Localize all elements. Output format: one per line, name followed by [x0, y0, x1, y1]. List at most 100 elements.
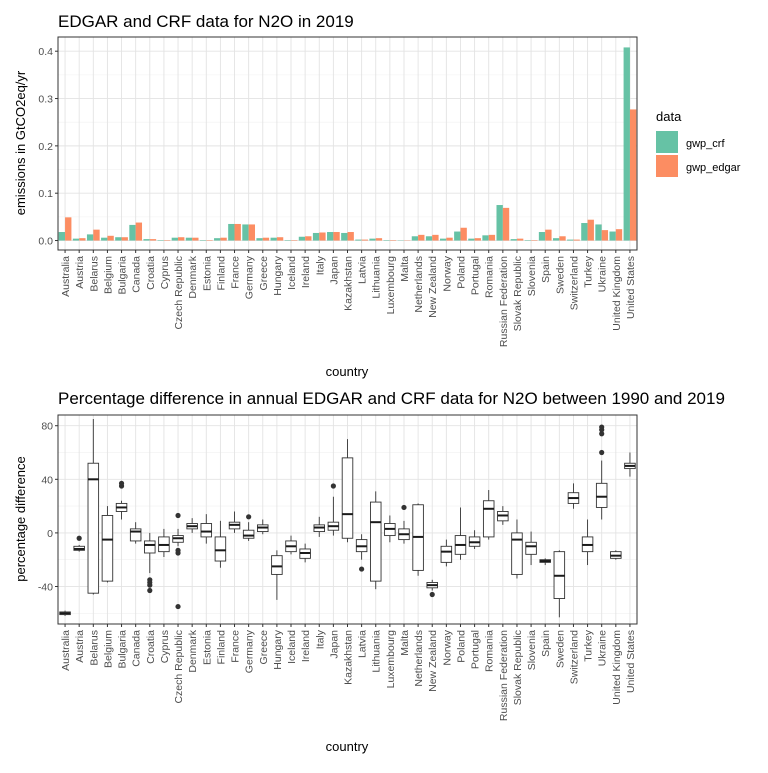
- bar-gwp-crf-switzerland: [567, 240, 573, 241]
- box-iqr: [144, 541, 155, 553]
- bar-gwp-edgar-netherlands: [418, 235, 424, 241]
- bar-gwp-crf-australia: [59, 232, 65, 241]
- boxplot-x-tick-label-luxembourg: Luxembourg: [385, 630, 397, 689]
- bar-gwp-edgar-united-kingdom: [616, 229, 622, 240]
- bar-gwp-crf-poland: [454, 232, 460, 241]
- bar-gwp-edgar-kazakhstan: [348, 232, 354, 241]
- box-iqr: [88, 463, 99, 593]
- boxplot-x-tick-label-portugal: Portugal: [470, 630, 482, 669]
- bar-gwp-crf-canada: [129, 225, 135, 241]
- bar-x-tick-label-turkey: Turkey: [583, 255, 595, 287]
- bar-gwp-edgar-united-states: [630, 109, 636, 240]
- bar-gwp-edgar-denmark: [192, 238, 198, 241]
- bar-x-tick-label-lithuania: Lithuania: [371, 256, 383, 299]
- boxplot-x-axis-title: country: [326, 739, 369, 754]
- bar-x-tick-label-czech-republic: Czech Republic: [173, 256, 185, 330]
- bar-x-tick-label-croatia: Croatia: [145, 256, 157, 290]
- bar-gwp-edgar-switzerland: [573, 240, 579, 241]
- boxplot-chart: Percentage difference in annual EDGAR an…: [13, 389, 725, 754]
- legend-label-gwp-crf: gwp_crf: [686, 138, 725, 150]
- boxplot-x-tick-label-cyprus: Cyprus: [159, 630, 171, 663]
- bar-x-tick-label-italy: Italy: [314, 255, 326, 275]
- bar-chart-title: EDGAR and CRF data for N2O in 2019: [58, 12, 354, 31]
- bar-gwp-crf-kazakhstan: [341, 233, 347, 241]
- bar-gwp-edgar-poland: [460, 228, 466, 241]
- boxplot-x-tick-label-italy: Italy: [314, 629, 326, 649]
- bar-x-tick-label-norway: Norway: [441, 255, 453, 291]
- bar-gwp-edgar-belgium: [107, 236, 113, 241]
- boxplot-x-tick-label-france: France: [230, 630, 242, 663]
- box-outlier-point: [175, 513, 180, 518]
- boxplot-x-tick-label-iceland: Iceland: [286, 630, 298, 664]
- bar-chart: EDGAR and CRF data for N2O in 2019 0.0 0.…: [13, 12, 741, 379]
- bar-gwp-edgar-japan: [333, 232, 339, 241]
- boxplot-y-axis-title: percentage difference: [13, 456, 28, 582]
- box-netherlands: [413, 503, 424, 575]
- box-united-kingdom: [611, 550, 622, 559]
- box-outlier-point: [599, 450, 604, 455]
- bar-x-tick-label-kazakhstan: Kazakhstan: [343, 256, 355, 311]
- bar-gwp-crf-norway: [440, 239, 446, 241]
- box-outlier-point: [599, 424, 604, 429]
- boxplot-x-tick-label-united-kingdom: United Kingdom: [611, 630, 623, 705]
- bar-gwp-edgar-croatia: [150, 239, 156, 240]
- legend-key-gwp-crf: [656, 131, 678, 153]
- boxplot-x-tick-label-sweden: Sweden: [554, 630, 566, 668]
- boxplot-y-tick-label: -40: [38, 581, 53, 593]
- bar-y-axis-ticks: 0.00.10.20.30.4: [38, 46, 58, 247]
- bar-gwp-crf-denmark: [186, 238, 192, 241]
- box-outlier-point: [359, 566, 364, 571]
- bar-x-tick-label-denmark: Denmark: [187, 255, 199, 298]
- box-iqr: [596, 483, 607, 507]
- boxplot-x-tick-label-ukraine: Ukraine: [597, 630, 609, 666]
- boxplot-x-tick-label-czech-republic: Czech Republic: [173, 630, 185, 704]
- bar-x-tick-label-france: France: [230, 256, 242, 289]
- boxplot-x-tick-label-poland: Poland: [455, 630, 467, 663]
- bar-x-tick-label-belgium: Belgium: [102, 256, 114, 294]
- boxplot-x-tick-label-slovenia: Slovenia: [526, 630, 538, 670]
- boxplot-x-tick-label-bulgaria: Bulgaria: [117, 630, 129, 669]
- bar-gwp-edgar-slovak-republic: [517, 239, 523, 241]
- box-iqr: [243, 530, 254, 538]
- bar-gwp-crf-croatia: [143, 239, 149, 240]
- bar-x-tick-label-latvia: Latvia: [357, 256, 369, 284]
- bar-y-tick-label: 0.0: [38, 236, 53, 248]
- bar-gwp-crf-belgium: [101, 238, 107, 241]
- boxplot-x-tick-label-slovak-republic: Slovak Republic: [512, 630, 524, 705]
- bar-x-tick-label-poland: Poland: [455, 256, 467, 289]
- bar-gwp-crf-portugal: [468, 239, 474, 241]
- boxplot-x-tick-label-croatia: Croatia: [145, 630, 157, 664]
- bar-gwp-crf-lithuania: [369, 239, 375, 241]
- bar-gwp-crf-greece: [256, 238, 262, 240]
- bar-gwp-edgar-hungary: [277, 237, 283, 240]
- legend-label-gwp-edgar: gwp_edgar: [686, 162, 741, 174]
- bar-y-tick-label: 0.1: [38, 188, 53, 200]
- box-outlier-point: [401, 505, 406, 510]
- box-outlier-point: [147, 583, 152, 588]
- bar-gwp-edgar-portugal: [475, 238, 481, 240]
- bar-gwp-crf-sweden: [553, 238, 559, 240]
- bar-x-tick-label-estonia: Estonia: [201, 256, 213, 291]
- boxplot-x-tick-label-canada: Canada: [131, 630, 143, 667]
- bar-gwp-crf-netherlands: [412, 236, 418, 240]
- boxplot-x-tick-label-new-zealand: New Zealand: [427, 630, 439, 692]
- boxplot-x-tick-label-finland: Finland: [215, 630, 227, 665]
- bar-x-tick-label-ireland: Ireland: [300, 256, 312, 288]
- bar-x-tick-label-spain: Spain: [540, 256, 552, 283]
- bar-gwp-crf-ukraine: [595, 224, 601, 240]
- bar-gwp-edgar-turkey: [588, 220, 594, 241]
- box-outlier-point: [430, 592, 435, 597]
- bar-gwp-crf-hungary: [271, 238, 277, 241]
- bar-gwp-edgar-germany: [249, 224, 255, 240]
- box-outlier-point: [175, 550, 180, 555]
- box-iqr: [342, 458, 353, 538]
- bar-gwp-edgar-sweden: [559, 236, 565, 240]
- bar-x-tick-label-slovenia: Slovenia: [526, 256, 538, 296]
- boxplot-title: Percentage difference in annual EDGAR an…: [58, 389, 725, 408]
- box-iqr: [370, 502, 381, 581]
- boxplot-x-tick-label-estonia: Estonia: [201, 630, 213, 665]
- bar-gwp-edgar-austria: [79, 238, 85, 240]
